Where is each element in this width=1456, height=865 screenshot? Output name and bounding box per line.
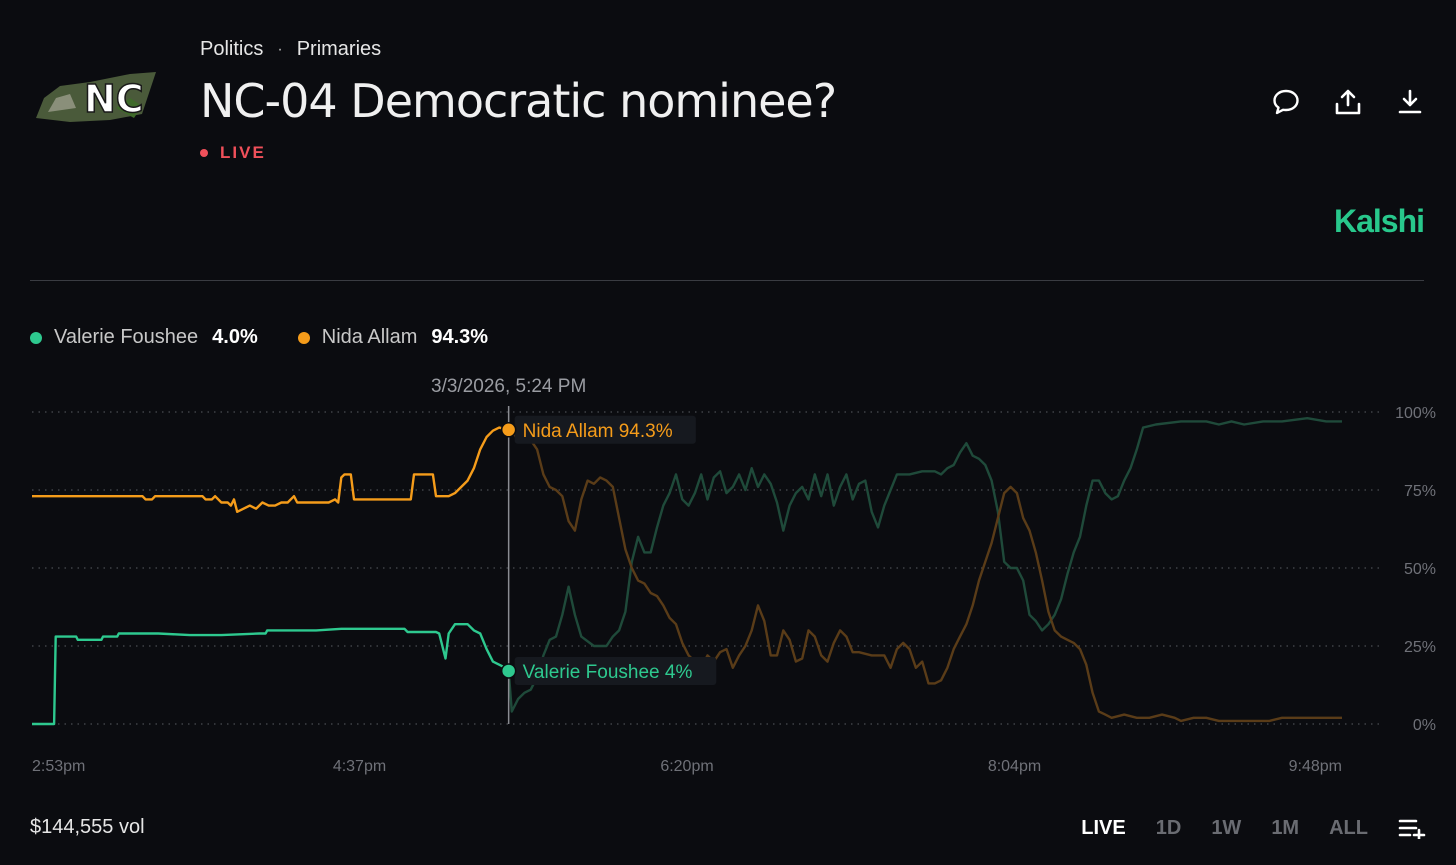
- legend-name: Nida Allam: [321, 326, 418, 348]
- legend-item-allam[interactable]: Nida Allam 94.3%: [297, 326, 489, 349]
- breadcrumb-primaries[interactable]: Primaries: [296, 38, 382, 60]
- market-logo: NC: [30, 68, 160, 128]
- series-line-future-1: [508, 428, 1342, 723]
- x-tick-label: 9:48pm: [1289, 758, 1342, 775]
- live-dot-icon: [200, 149, 208, 157]
- comment-button[interactable]: [1270, 86, 1302, 118]
- tooltip-label: Valerie Foushee 4%: [523, 662, 693, 683]
- y-tick-label: 100%: [1395, 405, 1436, 422]
- x-tick-label: 2:53pm: [32, 758, 85, 775]
- legend-value: 94.3%: [431, 326, 489, 348]
- breadcrumb-separator: ·: [277, 40, 283, 58]
- range-all[interactable]: ALL: [1329, 816, 1368, 839]
- series-line-0: [32, 623, 510, 726]
- chart-options-button[interactable]: [1398, 816, 1426, 840]
- comment-icon: [1273, 89, 1299, 115]
- series-line-1: [32, 426, 509, 513]
- range-selector: LIVE 1D 1W 1M ALL: [1081, 816, 1426, 840]
- share-icon: [1335, 89, 1361, 115]
- legend-item-foushee[interactable]: Valerie Foushee 4.0%: [30, 326, 258, 349]
- header-actions: [1270, 86, 1426, 118]
- download-button[interactable]: [1394, 86, 1426, 118]
- range-1m[interactable]: 1M: [1271, 816, 1300, 839]
- share-button[interactable]: [1332, 86, 1364, 118]
- x-tick-label: 4:37pm: [333, 758, 386, 775]
- range-live[interactable]: LIVE: [1081, 816, 1126, 839]
- live-label: LIVE: [220, 143, 266, 162]
- header-divider: [30, 280, 1424, 281]
- hover-dot: [500, 663, 517, 679]
- legend-value: 4.0%: [212, 326, 258, 348]
- x-tick-label: 6:20pm: [660, 758, 713, 775]
- hover-timestamp: 3/3/2026, 5:24 PM: [431, 376, 586, 397]
- y-tick-label: 50%: [1404, 561, 1436, 578]
- y-tick-label: 25%: [1404, 639, 1436, 656]
- hover-dot: [500, 422, 517, 438]
- range-1w[interactable]: 1W: [1211, 816, 1242, 839]
- legend-dot-allam: [297, 331, 310, 344]
- tooltip-bg: [514, 415, 696, 444]
- kalshi-brand: Kalshi: [1333, 203, 1425, 239]
- series-line-future-0: [507, 417, 1342, 713]
- price-chart[interactable]: 0% 25% 50% 75% 100% 2:53pm 4:37pm 6:20pm 8:04pm 9…: [0, 360, 1456, 780]
- legend-name: Valerie Foushee: [54, 326, 199, 348]
- y-tick-label: 75%: [1404, 483, 1436, 500]
- page-title: NC-04 Democratic nominee?: [200, 74, 837, 128]
- chart-legend: Valerie Foushee 4.0% Nida Allam 94.3%: [30, 326, 488, 349]
- tooltip-label: Nida Allam 94.3%: [523, 421, 673, 442]
- breadcrumb-politics[interactable]: Politics: [200, 38, 264, 60]
- live-badge: LIVE: [200, 143, 266, 163]
- y-tick-label: 0%: [1413, 717, 1436, 734]
- x-tick-label: 8:04pm: [988, 758, 1041, 775]
- download-icon: [1398, 89, 1422, 114]
- range-1d[interactable]: 1D: [1155, 816, 1182, 839]
- volume-label: $144,555 vol: [30, 816, 145, 838]
- legend-dot-foushee: [30, 331, 42, 344]
- svg-text:NC: NC: [84, 77, 144, 121]
- breadcrumb: Politics · Primaries: [200, 38, 381, 61]
- list-add-icon: [1398, 819, 1426, 839]
- tooltip-bg: [514, 656, 717, 685]
